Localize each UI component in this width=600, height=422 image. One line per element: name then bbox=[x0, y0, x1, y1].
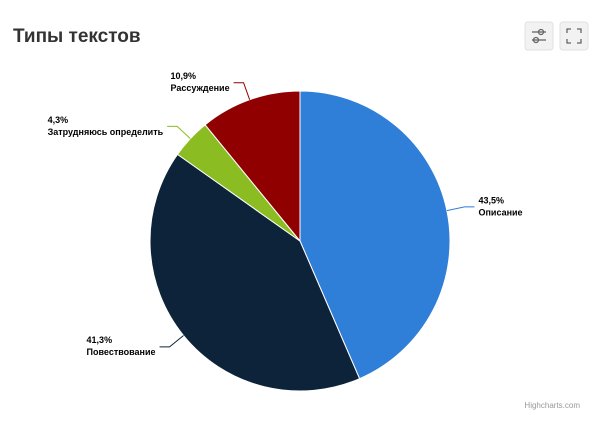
connector bbox=[167, 125, 191, 140]
fullscreen-button[interactable] bbox=[559, 21, 589, 51]
pie-slice bbox=[149, 153, 361, 392]
data-label-name: Описание bbox=[479, 207, 523, 217]
credits: Highcharts.com bbox=[524, 401, 580, 410]
data-label-name: Затрудняюсь определить bbox=[48, 127, 164, 137]
data-label-name: Повествование bbox=[87, 347, 156, 357]
data-label: 4,3% bbox=[48, 115, 69, 125]
data-label-name: Рассуждение bbox=[170, 83, 229, 93]
pie-slice bbox=[299, 90, 451, 380]
pie-slice bbox=[204, 90, 301, 243]
chart-title: Типы текстов bbox=[13, 26, 141, 47]
data-label: 43,5% bbox=[479, 195, 505, 205]
connector bbox=[446, 206, 475, 212]
filter-button[interactable] bbox=[524, 21, 554, 51]
data-label: 41,3% bbox=[87, 335, 113, 345]
connector bbox=[159, 335, 184, 348]
data-label: 10,9% bbox=[170, 71, 196, 81]
connector bbox=[233, 82, 251, 100]
